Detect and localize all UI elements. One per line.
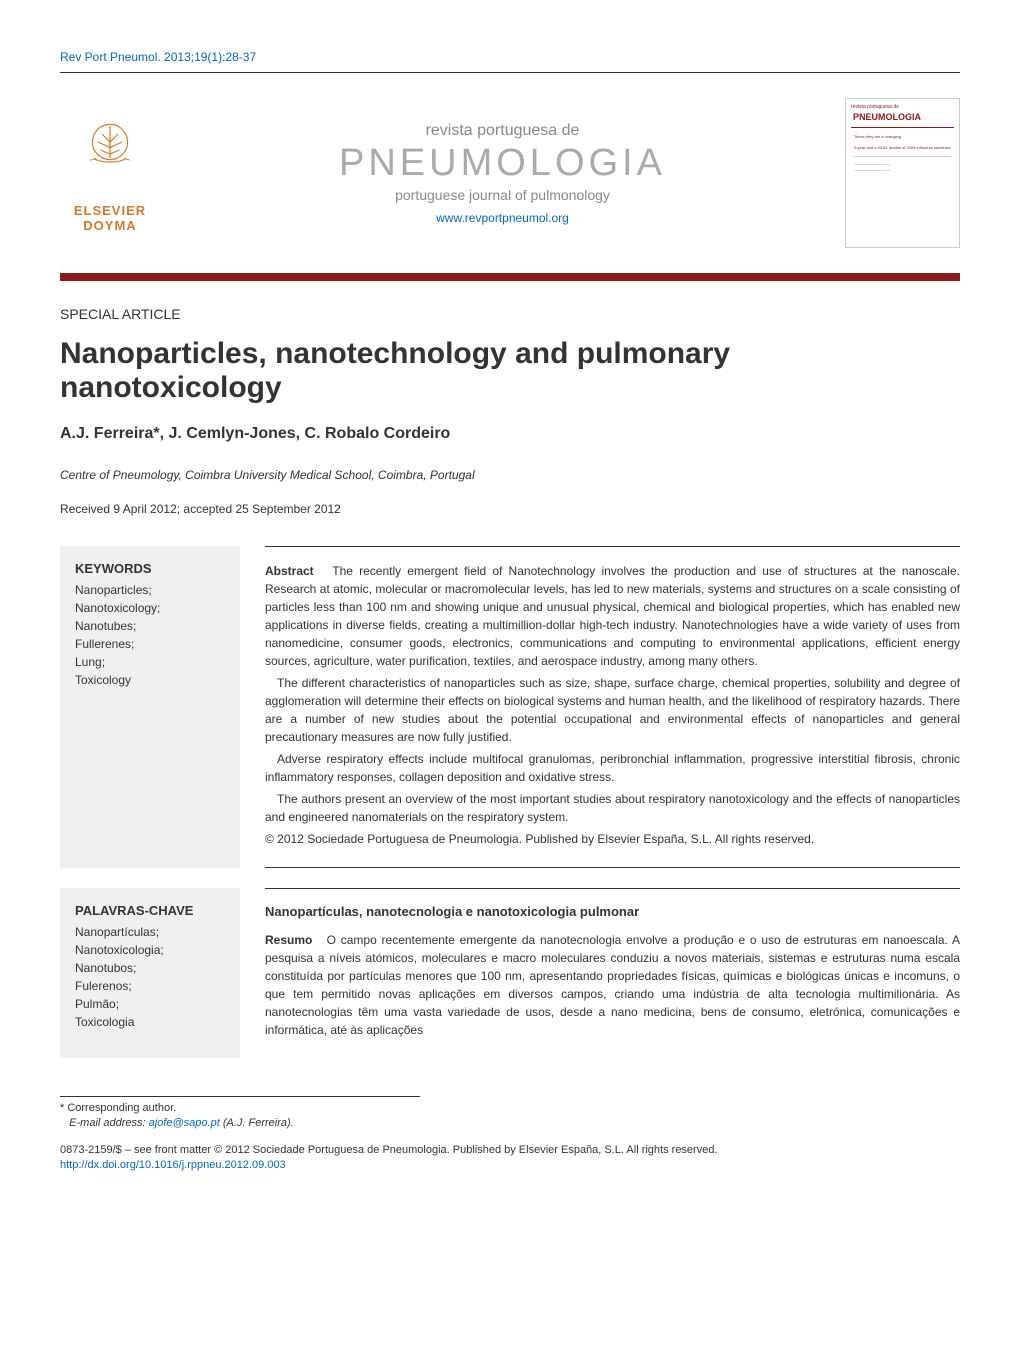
publisher-name-1: ELSEVIER — [60, 203, 160, 218]
citation: Rev Port Pneumol. 2013;19(1):28-37 — [60, 50, 960, 64]
publisher-name-2: DOYMA — [60, 218, 160, 233]
keyword-item: Fullerenes; — [75, 635, 225, 653]
keywords-pt-box: PALAVRAS-CHAVE Nanopartículas; Nanotoxic… — [60, 888, 240, 1058]
email-label: E-mail address: — [69, 1117, 145, 1129]
abstract-en-p4: The authors present an overview of the m… — [265, 790, 960, 826]
keyword-item: Pulmão; — [75, 995, 225, 1013]
keywords-en-title: KEYWORDS — [75, 561, 225, 576]
keyword-item: Nanopartículas; — [75, 923, 225, 941]
keyword-item: Fulerenos; — [75, 977, 225, 995]
abstract-pt-title: Nanopartículas, nanotecnologia e nanotox… — [265, 904, 960, 919]
journal-url[interactable]: www.revportpneumol.org — [160, 211, 845, 225]
abstract-en-box: Abstract The recently emergent field of … — [265, 546, 960, 868]
journal-name: PNEUMOLOGIA — [160, 142, 845, 185]
keyword-item: Nanotoxicologia; — [75, 941, 225, 959]
keyword-item: Nanotoxicology; — [75, 599, 225, 617]
cover-title: PNEUMOLOGIA — [851, 110, 954, 124]
elsevier-tree-icon — [70, 114, 150, 194]
abstract-en-p2: The different characteristics of nanopar… — [265, 674, 960, 746]
corresponding-author: * Corresponding author. — [60, 1102, 960, 1114]
email-line: E-mail address: ajofe@sapo.pt (A.J. Ferr… — [60, 1117, 960, 1129]
doi-link[interactable]: http://dx.doi.org/10.1016/j.rppneu.2012.… — [60, 1159, 960, 1171]
affiliation: Centre of Pneumology, Coimbra University… — [60, 468, 960, 482]
article-dates: Received 9 April 2012; accepted 25 Septe… — [60, 502, 960, 516]
keywords-en-box: KEYWORDS Nanoparticles; Nanotoxicology; … — [60, 546, 240, 868]
abstract-pt-p1: O campo recentemente emergente da nanote… — [265, 933, 960, 1037]
article-title: Nanoparticles, nanotechnology and pulmon… — [60, 337, 960, 405]
keyword-item: Toxicologia — [75, 1013, 225, 1031]
abstract-en-label: Abstract — [265, 564, 314, 578]
red-separator-bar — [60, 273, 960, 281]
keyword-item: Toxicology — [75, 671, 225, 689]
email-link[interactable]: ajofe@sapo.pt — [149, 1117, 220, 1129]
journal-subtitle-top: revista portuguesa de — [160, 122, 845, 140]
journal-subtitle-bottom: portuguese journal of pulmonology — [160, 187, 845, 203]
abstract-en-p3: Adverse respiratory effects include mult… — [265, 750, 960, 786]
copyright-line: 0873-2159/$ – see front matter © 2012 So… — [60, 1144, 960, 1156]
authors: A.J. Ferreira*, J. Cemlyn-Jones, C. Roba… — [60, 425, 960, 443]
footer: * Corresponding author. E-mail address: … — [60, 1088, 960, 1171]
abstract-pt-label: Resumo — [265, 933, 312, 947]
abstract-pt-box: Nanopartículas, nanotecnologia e nanotox… — [265, 888, 960, 1058]
elsevier-logo: ELSEVIER DOYMA — [60, 114, 160, 233]
header-row: ELSEVIER DOYMA revista portuguesa de PNE… — [60, 88, 960, 258]
english-block: KEYWORDS Nanoparticles; Nanotoxicology; … — [60, 546, 960, 868]
journal-title-block: revista portuguesa de PNEUMOLOGIA portug… — [160, 122, 845, 225]
keyword-item: Lung; — [75, 653, 225, 671]
abstract-en-copyright: © 2012 Sociedade Portuguesa de Pneumolog… — [265, 830, 960, 848]
portuguese-block: PALAVRAS-CHAVE Nanopartículas; Nanotoxic… — [60, 888, 960, 1058]
keyword-item: Nanotubes; — [75, 617, 225, 635]
journal-cover-thumbnail: revista portuguesa de PNEUMOLOGIA Times … — [845, 98, 960, 248]
keyword-item: Nanotubos; — [75, 959, 225, 977]
keyword-item: Nanoparticles; — [75, 581, 225, 599]
article-type: SPECIAL ARTICLE — [60, 306, 960, 322]
keywords-pt-title: PALAVRAS-CHAVE — [75, 903, 225, 918]
abstract-en-p1: The recently emergent field of Nanotechn… — [265, 564, 960, 668]
email-author: (A.J. Ferreira). — [223, 1117, 294, 1129]
header-separator — [60, 72, 960, 73]
